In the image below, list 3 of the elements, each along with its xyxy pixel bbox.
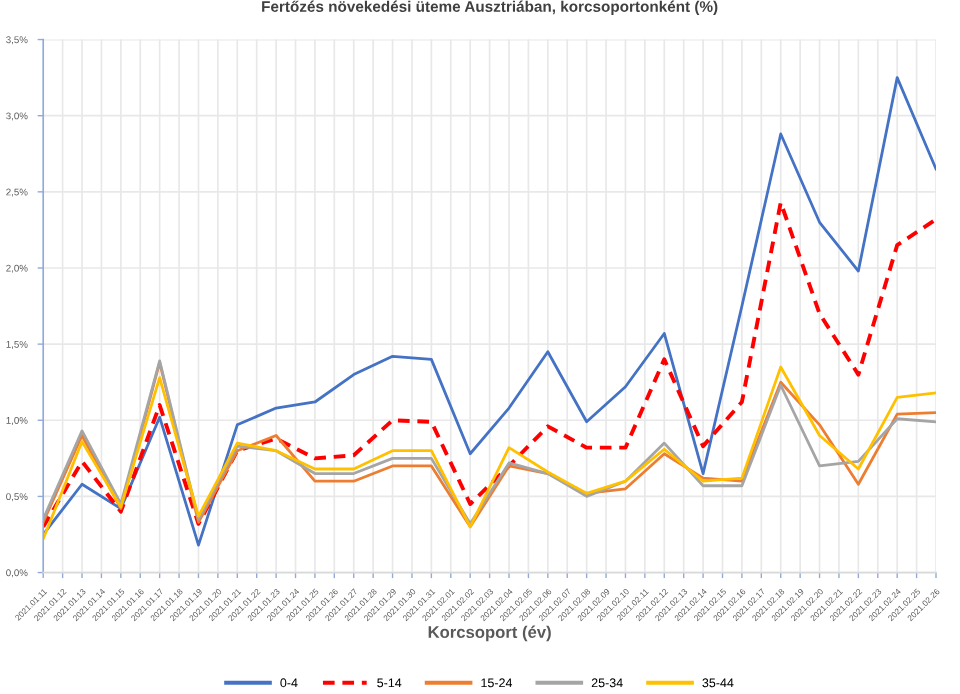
- x-axis-title: Korcsoport (év): [428, 625, 551, 642]
- line-series: [43, 200, 936, 529]
- line-series: [43, 76, 936, 547]
